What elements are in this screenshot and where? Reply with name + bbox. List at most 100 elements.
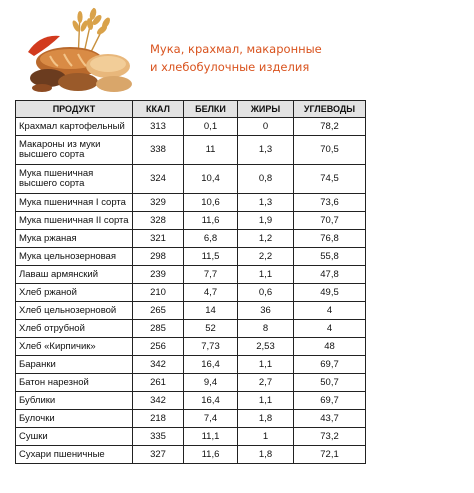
cell-kcal: 324 [132,164,184,194]
cell-protein: 4,7 [183,283,238,302]
cell-product: Мука ржаная [15,229,133,248]
cell-fat: 1,1 [237,391,294,410]
cell-protein: 9,4 [183,373,238,392]
cell-carbs: 73,2 [293,427,366,446]
cell-product: Лаваш армянский [15,265,133,284]
table-row: Мука ржаная 321 6,8 1,2 76,8 [15,229,366,248]
cell-kcal: 342 [132,391,184,410]
cell-carbs: 4 [293,301,366,320]
table-row: Лаваш армянский 239 7,7 1,1 47,8 [15,265,366,284]
cell-protein: 10,6 [183,193,238,212]
cell-kcal: 261 [132,373,184,392]
page-title: Мука, крахмал, макаронные и хлебобулочны… [150,40,322,76]
cell-product: Булочки [15,409,133,428]
cell-product: Сухари пшеничные [15,445,133,464]
cell-carbs: 4 [293,319,366,338]
cell-fat: 0,8 [237,164,294,194]
table-row: Крахмал картофельный 313 0,1 0 78,2 [15,117,366,136]
cell-fat: 1,3 [237,135,294,165]
cell-kcal: 329 [132,193,184,212]
cell-product: Хлеб «Кирпичик» [15,337,133,356]
title-line-1: Мука, крахмал, макаронные [150,42,322,56]
cell-protein: 0,1 [183,117,238,136]
cell-protein: 7,73 [183,337,238,356]
cell-product: Хлеб отрубной [15,319,133,338]
cell-protein: 7,7 [183,265,238,284]
cell-carbs: 78,2 [293,117,366,136]
table-row: Макароны из муки высшего сорта 338 11 1,… [15,135,366,165]
nutrition-table: ПРОДУКТ ККАЛ БЕЛКИ ЖИРЫ УГЛЕВОДЫ Крахмал… [15,100,366,464]
cell-carbs: 73,6 [293,193,366,212]
cell-protein: 11,6 [183,211,238,230]
cell-carbs: 43,7 [293,409,366,428]
table-row: Мука цельнозерновая 298 11,5 2,2 55,8 [15,247,366,266]
cell-fat: 2,53 [237,337,294,356]
cell-kcal: 338 [132,135,184,165]
cell-fat: 1,8 [237,409,294,428]
cell-protein: 7,4 [183,409,238,428]
cell-carbs: 72,1 [293,445,366,464]
cell-protein: 52 [183,319,238,338]
cell-kcal: 321 [132,229,184,248]
cell-kcal: 265 [132,301,184,320]
cell-fat: 1,3 [237,193,294,212]
cell-fat: 2,2 [237,247,294,266]
cell-carbs: 74,5 [293,164,366,194]
cell-carbs: 76,8 [293,229,366,248]
cell-kcal: 335 [132,427,184,446]
cell-kcal: 313 [132,117,184,136]
cell-kcal: 239 [132,265,184,284]
table-row: Батон нарезной 261 9,4 2,7 50,7 [15,373,366,392]
cell-protein: 11,5 [183,247,238,266]
cell-product: Мука пшеничная I сорта [15,193,133,212]
table-row: Булочки 218 7,4 1,8 43,7 [15,409,366,428]
table-row: Сушки 335 11,1 1 73,2 [15,427,366,446]
table-row: Бублики 342 16,4 1,1 69,7 [15,391,366,410]
cell-protein: 11,1 [183,427,238,446]
cell-carbs: 70,5 [293,135,366,165]
table-row: Мука пшеничная II сорта 328 11,6 1,9 70,… [15,211,366,230]
header-fat: ЖИРЫ [237,100,294,118]
cell-fat: 2,7 [237,373,294,392]
cell-protein: 14 [183,301,238,320]
header: Мука, крахмал, макаронные и хлебобулочны… [0,0,474,96]
cell-fat: 8 [237,319,294,338]
cell-carbs: 69,7 [293,355,366,374]
header-carbs: УГЛЕВОДЫ [293,100,366,118]
bread-wheat-illustration-icon [28,7,132,92]
cell-fat: 36 [237,301,294,320]
title-line-2: и хлебобулочные изделия [150,60,310,74]
cell-protein: 6,8 [183,229,238,248]
cell-carbs: 55,8 [293,247,366,266]
cell-product: Мука пшеничная II сорта [15,211,133,230]
cell-kcal: 218 [132,409,184,428]
cell-product: Крахмал картофельный [15,117,133,136]
cell-protein: 11 [183,135,238,165]
cell-carbs: 49,5 [293,283,366,302]
table-header-row: ПРОДУКТ ККАЛ БЕЛКИ ЖИРЫ УГЛЕВОДЫ [15,100,366,118]
cell-kcal: 210 [132,283,184,302]
cell-protein: 16,4 [183,355,238,374]
cell-fat: 0 [237,117,294,136]
cell-fat: 0,6 [237,283,294,302]
table-row: Хлеб цельнозерновой 265 14 36 4 [15,301,366,320]
cell-fat: 1,2 [237,229,294,248]
cell-protein: 11,6 [183,445,238,464]
cell-carbs: 48 [293,337,366,356]
cell-product: Мука цельнозерновая [15,247,133,266]
cell-kcal: 298 [132,247,184,266]
table-row: Хлеб «Кирпичик» 256 7,73 2,53 48 [15,337,366,356]
cell-fat: 1,1 [237,355,294,374]
cell-protein: 16,4 [183,391,238,410]
cell-kcal: 328 [132,211,184,230]
cell-product: Макароны из муки высшего сорта [15,135,133,165]
cell-fat: 1 [237,427,294,446]
header-kcal: ККАЛ [132,100,184,118]
cell-fat: 1,9 [237,211,294,230]
header-product: ПРОДУКТ [15,100,133,118]
header-protein: БЕЛКИ [183,100,238,118]
table-row: Баранки 342 16,4 1,1 69,7 [15,355,366,374]
cell-product: Баранки [15,355,133,374]
cell-product: Хлеб цельнозерновой [15,301,133,320]
cell-product: Бублики [15,391,133,410]
